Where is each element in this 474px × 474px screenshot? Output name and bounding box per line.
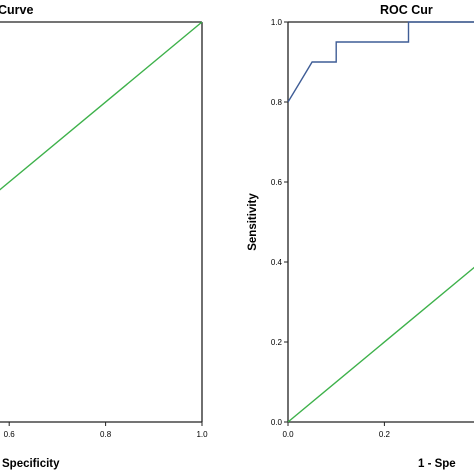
y-tick-label: 0.6	[271, 178, 283, 187]
x-tick-label: 0.2	[379, 430, 391, 439]
x-axis-label: 1 - Spe	[418, 458, 456, 470]
y-tick-label: 0.8	[271, 98, 283, 107]
right-roc-panel: 0.0 0.2 0.4 0.6 0.8 1.0 0.0 0.2 0.4 ROC Cur Sen…	[247, 3, 474, 470]
chart-title: ROC Cur	[380, 3, 433, 17]
y-axis-label: Sensitivity	[247, 193, 259, 251]
y-tick-label: 1.0	[271, 18, 283, 27]
x-axis-ticks: 0.00.20.4	[282, 422, 391, 439]
y-tick-label: 0.2	[271, 338, 283, 347]
y-tick-label: 0.4	[271, 258, 283, 267]
y-tick-label: 0.0	[271, 418, 283, 427]
plot-series	[0, 21, 203, 191]
x-axis-ticks: 0.6 0.8 1.0	[4, 422, 208, 439]
y-axis-ticks: 0.0 0.2 0.4 0.6 0.8 1.0	[271, 18, 288, 427]
reference-diagonal-line	[287, 266, 474, 423]
x-tick-label: 0.6	[4, 430, 16, 439]
x-tick-label: 1.0	[196, 430, 208, 439]
x-axis-label: Specificity	[2, 458, 60, 470]
roc-curve-line	[287, 21, 474, 103]
left-roc-panel: 0.6 0.8 1.0 Curve Specificity	[0, 3, 208, 470]
chart-title: Curve	[0, 3, 33, 17]
plot-series	[287, 21, 474, 423]
reference-diagonal-line	[0, 21, 203, 191]
x-tick-label: 0.8	[100, 430, 112, 439]
x-tick-label: 0.0	[282, 430, 294, 439]
